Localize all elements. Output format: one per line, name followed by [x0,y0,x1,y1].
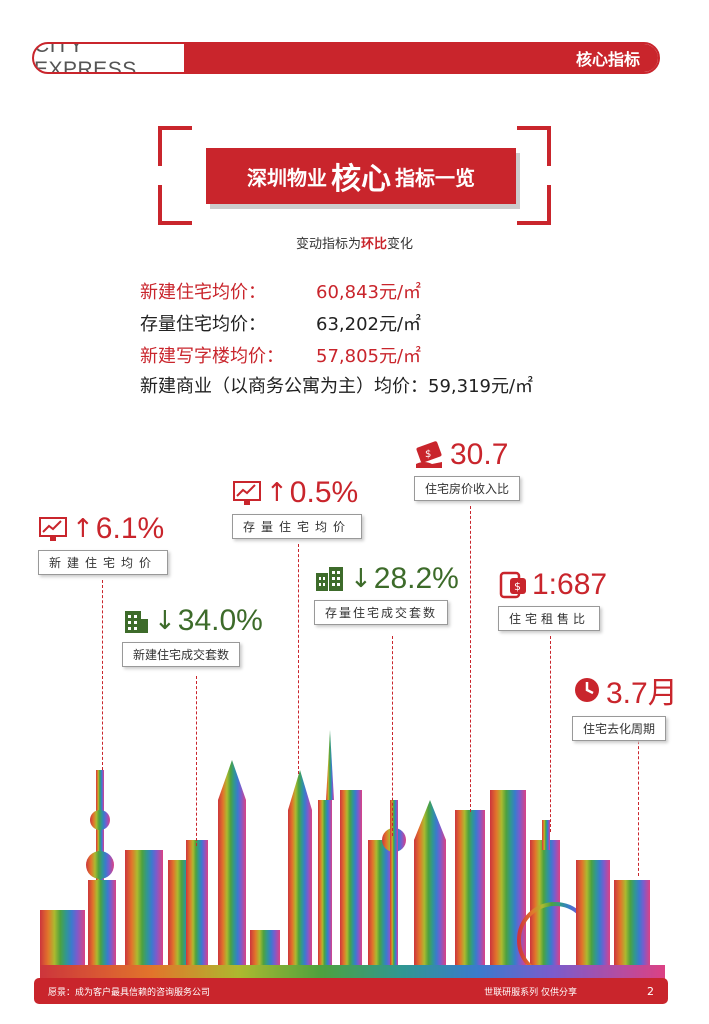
price-new-office: 新建写字楼均价： 57,805元/㎡ [140,342,421,368]
money-hand-icon: $ [416,441,442,468]
footer-bar: 愿景：成为客户最具信赖的咨询服务公司 世联研服系列 仅供分享 2 [34,978,668,1004]
price-value: 57,805元/㎡ [316,346,422,367]
footer-series: 世联研服系列 仅供分享 [484,987,577,998]
page-title: 深圳物业 核心 指标一览 [206,148,516,204]
header-fill: 核心指标 [184,44,658,72]
price-label: 存量住宅均价： [140,314,266,335]
indicator-label: 住宅房价收入比 [414,476,521,501]
indicator-label: 住宅租售比 [498,606,601,631]
indicator-new-house-price: ↑ 6.1% 新建住宅均价 [38,512,169,575]
indicator-value: 34.0% [177,604,263,637]
header-bar: CITY EXPRESS 核心指标 [32,42,660,74]
indicator-value: 28.2% [373,562,459,595]
leader-line [550,636,551,832]
section-title: 核心指标 [575,50,640,69]
title-part1: 深圳物业 [247,165,327,190]
chart-up-icon [39,517,67,541]
leader-line [298,544,299,774]
svg-text:$: $ [425,449,431,460]
arrow-up-icon: ↑ [72,514,94,544]
bracket-bottom-right [517,185,551,225]
subtitle-highlight: 环比 [360,237,387,252]
svg-text:$: $ [514,580,521,593]
indicator-price-income-ratio: $ 30.7 住宅房价收入比 [414,438,521,501]
indicator-rent-sale-ratio: $ 1:687 住宅租售比 [498,568,607,631]
leader-line [638,736,639,876]
price-new-house: 新建住宅均价： 60,843元/㎡ [140,278,421,304]
price-label: 新建写字楼均价： [140,346,284,367]
price-value: 63,202元/㎡ [316,314,422,335]
brand-logo: CITY EXPRESS [34,42,137,74]
title-part3: 指标一览 [395,165,475,190]
rent-phone-icon: $ [499,571,526,599]
price-label: 新建商业（以商务公寓为主）均价： [140,376,428,397]
indicator-new-house-deals: ↓ 34.0% 新建住宅成交套数 [122,604,263,667]
indicator-label: 新建住宅均价 [38,550,169,575]
bracket-top-right [517,126,551,166]
leader-line [102,580,103,770]
city-skyline-illustration [40,730,665,980]
leader-line [392,636,393,836]
arrow-up-icon: ↑ [266,478,288,508]
indicator-used-house-price: ↑ 0.5% 存量住宅均价 [232,476,363,539]
chart-up-icon [233,481,261,505]
indicator-value: 30.7 [450,438,509,471]
bracket-bottom-left [158,185,192,225]
indicator-destock-cycle: 3.7月 住宅去化周期 [572,668,678,741]
indicator-label: 新建住宅成交套数 [122,642,241,667]
footer-slogan: 愿景：成为客户最具信赖的咨询服务公司 [48,987,211,998]
indicator-label: 存量住宅均价 [232,514,363,539]
buildings-icon [316,567,343,591]
page-number: 2 [647,984,654,998]
indicator-label: 存量住宅成交套数 [314,600,449,625]
clock-icon [575,678,599,702]
indicator-used-house-deals: ↓ 28.2% 存量住宅成交套数 [314,562,459,625]
title-part2: 核心 [331,162,391,197]
price-label: 新建住宅均价： [140,282,266,303]
building-icon [125,611,148,633]
arrow-down-icon: ↓ [154,606,176,636]
arrow-down-icon: ↓ [350,564,372,594]
price-value: 60,843元/㎡ [316,282,422,303]
subtitle-post: 变化 [387,237,414,252]
leader-line [196,676,197,846]
price-value: 59,319元/㎡ [428,376,534,397]
subtitle: 变动指标为环比变化 [0,233,709,252]
indicator-label: 住宅去化周期 [572,716,667,741]
price-new-commercial: 新建商业（以商务公寓为主）均价：59,319元/㎡ [140,372,533,398]
indicator-value: 0.5% [289,476,359,509]
indicator-value: 3.7月 [606,677,678,710]
price-used-house: 存量住宅均价： 63,202元/㎡ [140,310,421,336]
indicator-value: 1:687 [532,568,608,601]
indicator-value: 6.1% [95,512,165,545]
bracket-top-left [158,126,192,166]
subtitle-pre: 变动指标为 [295,237,361,252]
leader-line [470,506,471,812]
